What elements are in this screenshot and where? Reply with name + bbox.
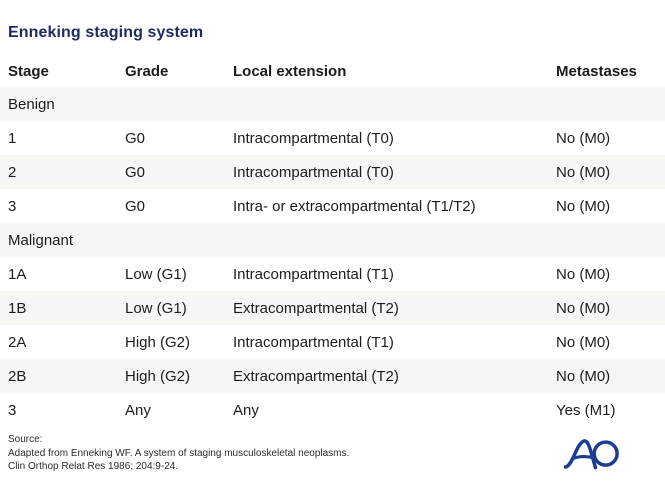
column-header-stage: Stage <box>8 62 49 80</box>
grade-cell: G0 <box>125 197 146 215</box>
stage-cell: 1A <box>8 265 27 283</box>
stage-cell: 3 <box>8 197 17 215</box>
table-row-stage-1a: 1A Low (G1) Intracompartmental (T1) No (… <box>0 257 665 291</box>
local-extension-cell: Intracompartmental (T1) <box>233 333 394 351</box>
metastases-cell: Yes (M1) <box>556 401 616 419</box>
local-extension-cell: Extracompartmental (T2) <box>233 367 399 385</box>
stage-cell: 2A <box>8 333 27 351</box>
grade-cell: Low (G1) <box>125 265 187 283</box>
section-label: Malignant <box>8 231 74 249</box>
grade-cell: Any <box>125 401 151 419</box>
grade-cell: High (G2) <box>125 333 191 351</box>
ao-logo-icon <box>563 435 619 476</box>
column-header-grade: Grade <box>125 62 169 80</box>
stage-cell: 3 <box>8 401 17 419</box>
stage-cell: 2 <box>8 163 17 181</box>
stage-cell: 1B <box>8 299 27 317</box>
section-row-malignant: Malignant <box>0 223 665 257</box>
source-citation-line1: Adapted from Enneking WF. A system of st… <box>8 447 350 459</box>
metastases-cell: No (M0) <box>556 367 611 385</box>
local-extension-cell: Any <box>233 401 259 419</box>
column-header-metastases: Metastases <box>556 62 637 80</box>
metastases-cell: No (M0) <box>556 333 611 351</box>
grade-cell: Low (G1) <box>125 299 187 317</box>
local-extension-cell: Intracompartmental (T0) <box>233 129 394 147</box>
metastases-cell: No (M0) <box>556 197 611 215</box>
page-title: Enneking staging system <box>8 24 204 41</box>
metastases-cell: No (M0) <box>556 163 611 181</box>
section-label: Benign <box>8 95 55 113</box>
grade-cell: G0 <box>125 129 146 147</box>
table-row-stage-3-malignant: 3 Any Any Yes (M1) <box>0 393 665 427</box>
local-extension-cell: Extracompartmental (T2) <box>233 299 399 317</box>
table-row-stage-2: 2 G0 Intracompartmental (T0) No (M0) <box>0 155 665 189</box>
local-extension-cell: Intra- or extracompartmental (T1/T2) <box>233 197 476 215</box>
table-row-stage-2b: 2B High (G2) Extracompartmental (T2) No … <box>0 359 665 393</box>
source-note: Source: Adapted from Enneking WF. A syst… <box>8 433 349 474</box>
table-row-stage-1: 1 G0 Intracompartmental (T0) No (M0) <box>0 121 665 155</box>
footer: Source: Adapted from Enneking WF. A syst… <box>0 433 665 476</box>
table-header-row: Stage Grade Local extension Metastases <box>0 55 665 87</box>
metastases-cell: No (M0) <box>556 265 611 283</box>
local-extension-cell: Intracompartmental (T0) <box>233 163 394 181</box>
source-label: Source: <box>8 434 43 445</box>
metastases-cell: No (M0) <box>556 299 611 317</box>
grade-cell: G0 <box>125 163 146 181</box>
source-citation-line2: Clin Orthop Relat Res 1986; 204:9-24. <box>8 461 179 472</box>
staging-table: Stage Grade Local extension Metastases B… <box>0 55 665 427</box>
column-header-local-extension: Local extension <box>233 62 347 80</box>
stage-cell: 2B <box>8 367 27 385</box>
section-row-benign: Benign <box>0 87 665 121</box>
metastases-cell: No (M0) <box>556 129 611 147</box>
table-row-stage-1b: 1B Low (G1) Extracompartmental (T2) No (… <box>0 291 665 325</box>
stage-cell: 1 <box>8 129 17 147</box>
grade-cell: High (G2) <box>125 367 191 385</box>
table-row-stage-2a: 2A High (G2) Intracompartmental (T1) No … <box>0 325 665 359</box>
table-row-stage-3-benign: 3 G0 Intra- or extracompartmental (T1/T2… <box>0 189 665 223</box>
local-extension-cell: Intracompartmental (T1) <box>233 265 394 283</box>
